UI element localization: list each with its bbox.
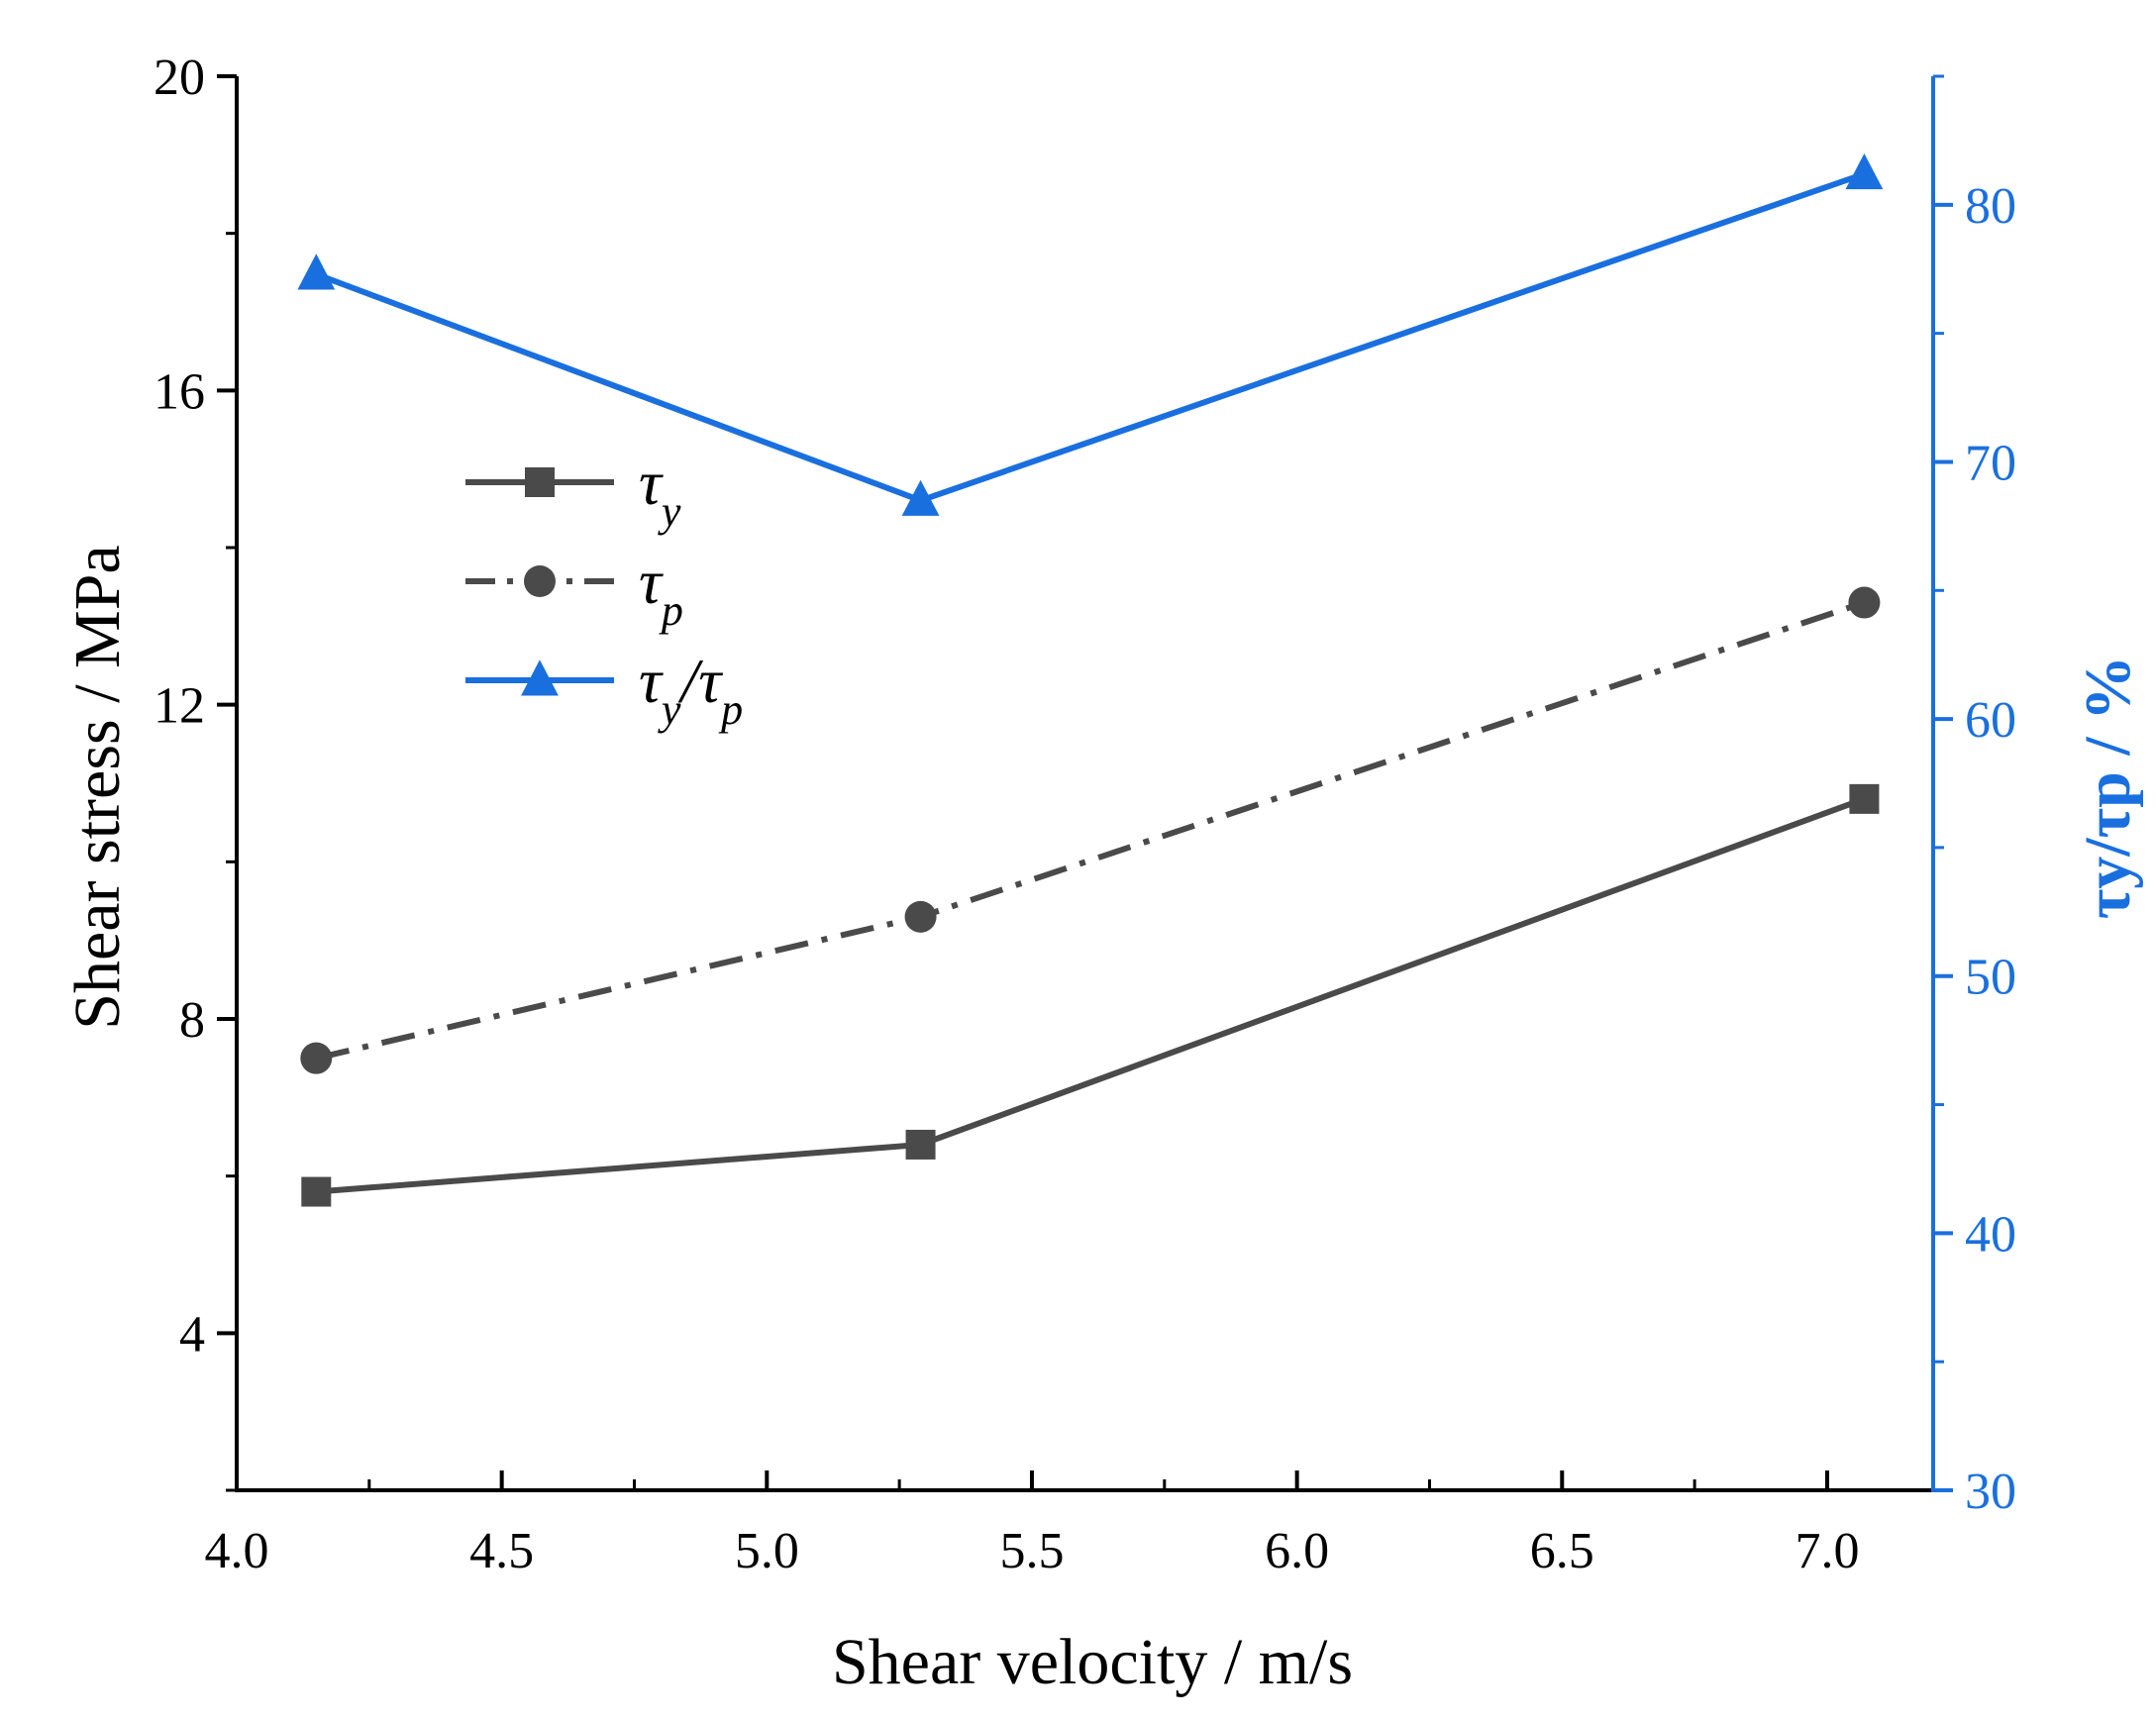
y-right-tick-label: 60 [1965, 692, 2016, 749]
x-tick-label: 4.0 [205, 1523, 269, 1579]
legend-marker-3 [521, 659, 559, 696]
legend-label-1: τy [639, 448, 681, 536]
y-axis-left-label: Shear stress / MPa [61, 545, 134, 1029]
y-right-tick-label: 40 [1965, 1206, 2016, 1263]
axes-layer: 4.0 4.5 5.0 5.5 6.0 6.5 7.0 4 8 12 16 20 30 40 50 60 70 8… [154, 50, 2144, 1579]
legend-marker-2 [524, 565, 556, 597]
legend: τy τp τy/τp [465, 448, 743, 734]
y-right-tick-label: 30 [1965, 1464, 2016, 1520]
y-right-tick-label: 50 [1965, 950, 2016, 1006]
y-left-tick-label: 12 [154, 678, 205, 735]
data-point-3 [901, 479, 940, 516]
data-point-3 [1845, 152, 1884, 190]
x-tick-label: 5.5 [999, 1523, 1064, 1579]
legend-label-3: τy/τp [639, 646, 743, 734]
x-axis-label: Shear velocity / m/s [832, 1626, 1353, 1698]
data-point-2 [904, 900, 937, 933]
x-tick-label: 6.5 [1530, 1523, 1594, 1579]
legend-marker-1 [525, 467, 555, 497]
data-point-3 [297, 253, 336, 290]
data-point-2 [1848, 586, 1881, 619]
data-point-2 [300, 1042, 333, 1074]
y-left-tick-label: 16 [154, 363, 205, 420]
x-tick-label: 5.0 [735, 1523, 799, 1579]
data-point-1 [905, 1129, 936, 1160]
series-layer [297, 152, 1884, 1207]
y-left-tick-label: 4 [179, 1306, 205, 1363]
x-tick-label: 7.0 [1795, 1523, 1859, 1579]
data-point-1 [301, 1176, 332, 1207]
data-point-1 [1849, 783, 1880, 814]
y-axis-right-label: τy/τp / % [2072, 656, 2144, 919]
y-left-tick-label: 8 [179, 992, 205, 1049]
y-right-tick-label: 80 [1965, 178, 2016, 235]
y-right-tick-label: 70 [1965, 435, 2016, 491]
x-tick-label: 4.5 [469, 1523, 534, 1579]
x-tick-label: 6.0 [1265, 1523, 1329, 1579]
y-left-tick-label: 20 [154, 50, 205, 106]
legend-label-2: τp [639, 547, 683, 635]
